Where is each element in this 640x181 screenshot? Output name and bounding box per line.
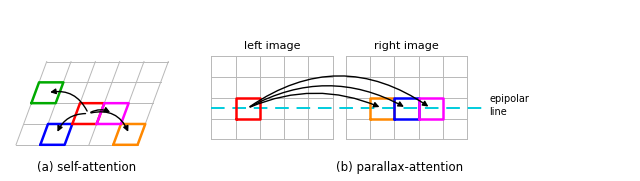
Text: (b) parallax-attention: (b) parallax-attention [337,161,463,174]
Text: (a) self-attention: (a) self-attention [37,161,136,174]
Text: right image: right image [374,41,439,51]
Text: epipolar
line: epipolar line [490,94,529,117]
Text: left image: left image [244,41,300,51]
